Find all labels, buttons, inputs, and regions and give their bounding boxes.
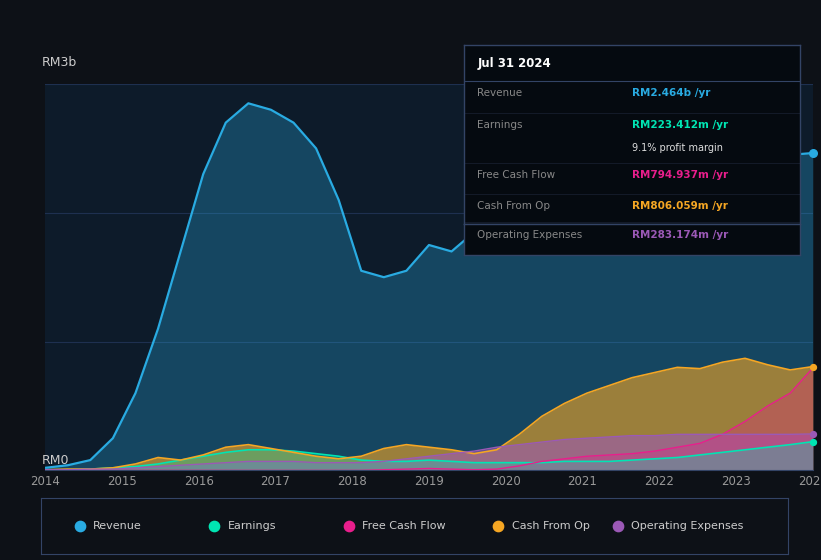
Point xyxy=(806,437,819,446)
Text: RM2.464b /yr: RM2.464b /yr xyxy=(632,88,710,98)
Text: Free Cash Flow: Free Cash Flow xyxy=(362,521,446,531)
Text: Operating Expenses: Operating Expenses xyxy=(631,521,744,531)
Text: RM283.174m /yr: RM283.174m /yr xyxy=(632,230,728,240)
Text: Earnings: Earnings xyxy=(477,120,523,130)
Point xyxy=(806,148,819,157)
Point xyxy=(208,522,221,531)
Text: Cash From Op: Cash From Op xyxy=(477,200,550,211)
Text: Cash From Op: Cash From Op xyxy=(511,521,589,531)
Text: Free Cash Flow: Free Cash Flow xyxy=(477,170,556,180)
Point xyxy=(806,362,819,371)
Text: Earnings: Earnings xyxy=(228,521,277,531)
Text: RM223.412m /yr: RM223.412m /yr xyxy=(632,120,728,130)
Text: 9.1% profit margin: 9.1% profit margin xyxy=(632,143,723,153)
Text: RM0: RM0 xyxy=(41,454,69,466)
Point xyxy=(806,430,819,438)
Text: Jul 31 2024: Jul 31 2024 xyxy=(477,57,551,71)
Point xyxy=(612,522,625,531)
Text: Operating Expenses: Operating Expenses xyxy=(477,230,583,240)
Text: RM806.059m /yr: RM806.059m /yr xyxy=(632,200,728,211)
Text: Revenue: Revenue xyxy=(477,88,522,98)
Text: Revenue: Revenue xyxy=(94,521,142,531)
Text: RM794.937m /yr: RM794.937m /yr xyxy=(632,170,728,180)
Point xyxy=(492,522,505,531)
Text: RM3b: RM3b xyxy=(41,55,76,68)
Point xyxy=(73,522,86,531)
Point xyxy=(342,522,355,531)
